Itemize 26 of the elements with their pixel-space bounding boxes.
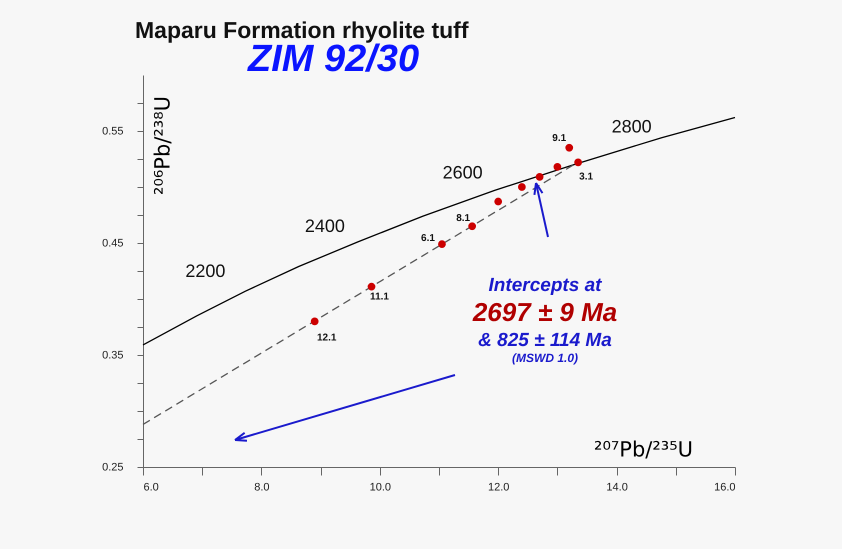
annotation: 2400 — [304, 216, 345, 236]
annotation: 11.1 — [370, 292, 390, 303]
y-axis-title: ²⁰⁶Pb/²³⁸U — [150, 96, 174, 195]
annotation: 9.1 — [552, 132, 567, 144]
annotation: 2200 — [185, 261, 226, 282]
y-tick-label: 0.25 — [102, 462, 124, 474]
annotation: (MSWD 1.0) — [512, 351, 578, 365]
x-tick-label: 16.0 — [714, 482, 736, 494]
annotation: 12.1 — [316, 332, 337, 344]
annotation: 8.1 — [456, 213, 471, 224]
x-tick-label: 12.0 — [488, 482, 510, 494]
annotation: Intercepts at — [488, 275, 602, 296]
x-tick-label: 8.0 — [254, 482, 270, 494]
annotation: & 825 ± 114 Ma — [478, 330, 612, 351]
annotation: 2800 — [612, 116, 652, 137]
x-tick-label: 6.0 — [144, 482, 159, 494]
x-tick-label: 14.0 — [606, 482, 628, 494]
x-axis-title: ²⁰⁷Pb/²³⁵U — [594, 438, 693, 462]
annotation: 2600 — [442, 162, 483, 182]
x-tick-label: 10.0 — [370, 482, 392, 494]
y-tick-label: 0.55 — [102, 126, 124, 138]
y-tick-label: 0.35 — [102, 350, 124, 362]
annotation: 2697 ± 9 Ma — [472, 297, 618, 327]
annotation: 3.1 — [579, 171, 594, 182]
y-tick-label: 0.45 — [102, 238, 124, 250]
annotation: 6.1 — [421, 233, 436, 244]
